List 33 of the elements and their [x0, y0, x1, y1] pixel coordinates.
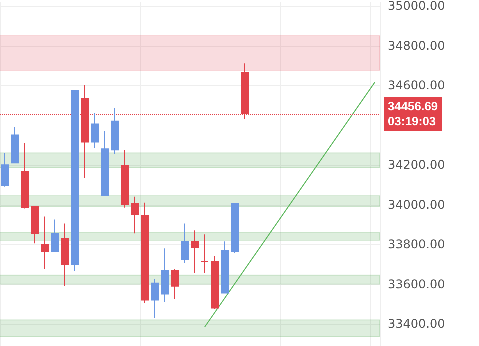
candlestick: [181, 223, 189, 264]
candlestick: [231, 203, 239, 254]
candlestick: [171, 268, 179, 300]
candlestick: [51, 219, 59, 252]
candlestick: [151, 278, 159, 319]
candlestick: [191, 230, 199, 274]
candlestick: [31, 206, 39, 244]
y-tick-label: 33600.00: [388, 277, 446, 292]
candlestick: [71, 90, 79, 272]
candlestick: [141, 202, 149, 304]
candlestick: [111, 108, 119, 155]
candlestick: [1, 152, 9, 188]
candlestick: [131, 196, 139, 234]
candlestick: [121, 150, 129, 208]
candlestick: [91, 112, 99, 149]
y-tick-label: 34200.00: [388, 158, 446, 172]
candlestick: [101, 130, 109, 196]
y-tick-label: 33800.00: [388, 238, 446, 252]
candlestick: [41, 216, 49, 270]
y-tick-label: 34800.00: [388, 38, 446, 53]
ref-line-label: 34456.69: [388, 100, 438, 114]
candlestick: [21, 142, 29, 210]
candlestick: [211, 256, 219, 310]
candlestick: [61, 223, 69, 287]
y-tick-label: 33400.00: [388, 317, 446, 332]
y-tick-label: 35000.00: [388, 0, 446, 13]
candlestick: [161, 248, 169, 303]
y-tick-label: 34600.00: [388, 78, 446, 93]
text: 03:19:03: [388, 114, 436, 129]
y-tick-label: 34000.00: [388, 198, 446, 212]
candlestick: [201, 234, 209, 274]
candlestick: [221, 241, 229, 294]
candlestick: [11, 126, 19, 164]
